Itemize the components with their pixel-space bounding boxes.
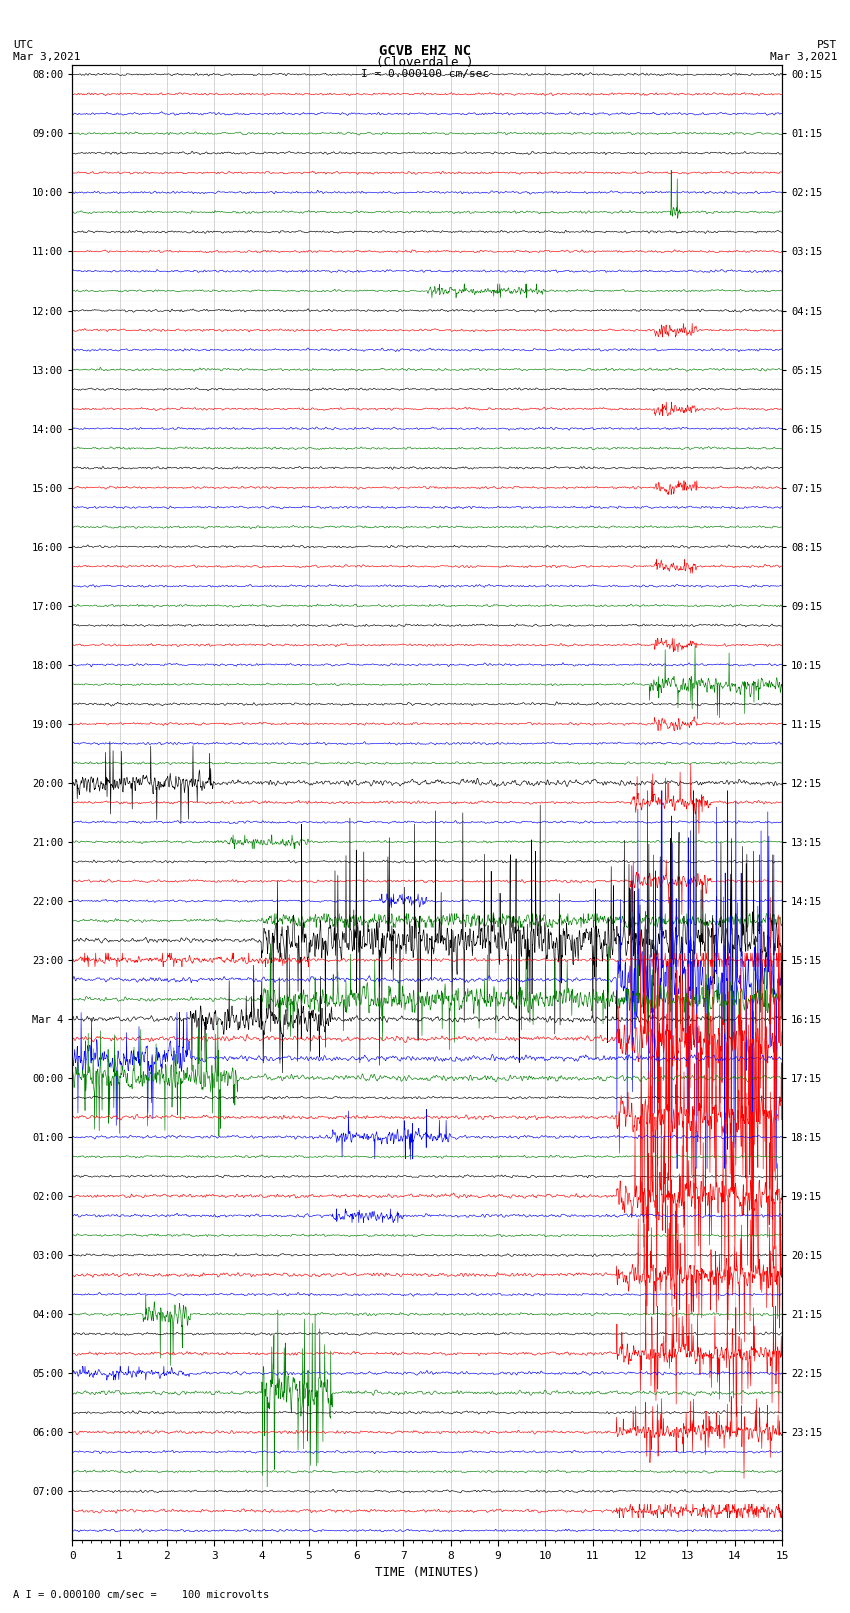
Text: PST: PST [817, 40, 837, 50]
Text: A I = 0.000100 cm/sec =    100 microvolts: A I = 0.000100 cm/sec = 100 microvolts [13, 1590, 269, 1600]
Text: GCVB EHZ NC: GCVB EHZ NC [379, 44, 471, 58]
Text: (Cloverdale ): (Cloverdale ) [377, 56, 473, 69]
Text: Mar 3,2021: Mar 3,2021 [770, 52, 837, 61]
Text: Mar 3,2021: Mar 3,2021 [13, 52, 80, 61]
Text: UTC: UTC [13, 40, 33, 50]
X-axis label: TIME (MINUTES): TIME (MINUTES) [375, 1566, 479, 1579]
Text: I = 0.000100 cm/sec: I = 0.000100 cm/sec [361, 69, 489, 79]
